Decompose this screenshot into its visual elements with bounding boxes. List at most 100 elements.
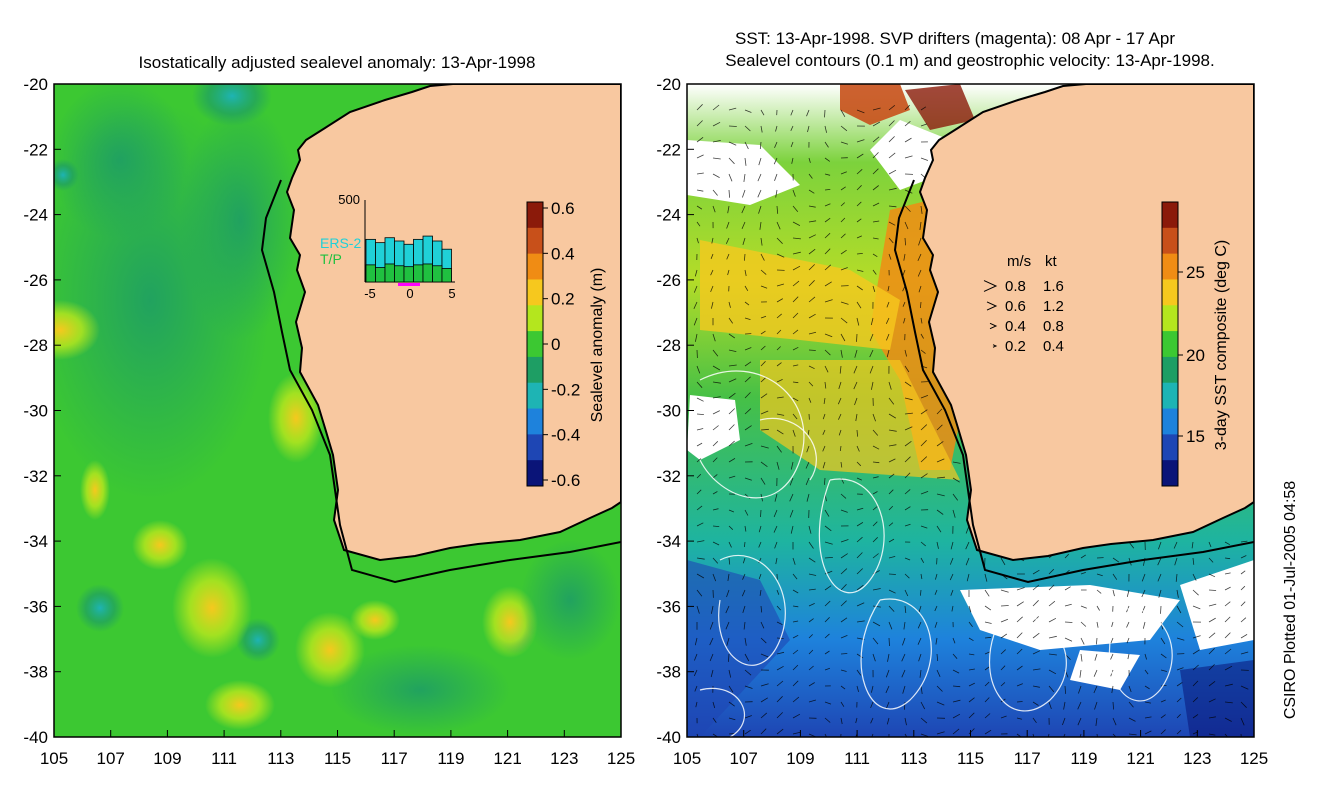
y-tick-label: -32 (23, 467, 48, 486)
inset-drifter-marker (398, 283, 420, 286)
x-tick-label: 119 (1070, 749, 1097, 768)
x-tick-label: 113 (900, 749, 927, 768)
anomaly-blob (192, 84, 272, 126)
velocity-legend-arrow (989, 322, 998, 330)
left-colorbar-tick-label: -0.6 (551, 471, 580, 490)
right-colorbar: 25 20 15 (1161, 201, 1205, 487)
inset-x-tick: -5 (364, 286, 376, 301)
right-title-line2: Sealevel contours (0.1 m) and geostrophi… (725, 51, 1214, 70)
left-colorbar: 0.6 0.4 0.2 0 -0.2 -0.4 -0.6 (526, 199, 580, 490)
x-tick-label: 121 (1126, 749, 1154, 768)
right-title-line1: SST: 13-Apr-1998. SVP drifters (magenta)… (735, 29, 1175, 48)
right-colorbar-swatch (1162, 331, 1178, 358)
inset-bar-tp (365, 264, 376, 283)
sst-patch (760, 360, 960, 480)
left-colorbar-tick-label: 0.2 (551, 290, 575, 309)
y-tick-label: -26 (23, 271, 48, 290)
y-tick-label: -30 (23, 402, 48, 421)
left-colorbar-label: Sealevel anomaly (m) (589, 268, 606, 423)
left-colorbar-swatch (527, 305, 543, 332)
x-tick-label: 113 (267, 749, 294, 768)
left-title: Isostatically adjusted sealevel anomaly:… (139, 53, 536, 72)
left-colorbar-swatch (527, 253, 543, 280)
x-tick-label: 115 (324, 749, 351, 768)
inset-bar-tp (441, 268, 452, 283)
anomaly-blob (350, 600, 400, 640)
anomaly-blob (132, 520, 188, 570)
velocity-legend-kt: 0.8 (1043, 318, 1064, 335)
left-colorbar-tick-label: -0.2 (551, 380, 580, 399)
left-colorbar-swatch (527, 460, 543, 487)
anomaly-blob (80, 460, 110, 520)
sealevel-contour (699, 370, 805, 499)
left-colorbar-swatch (527, 279, 543, 306)
right-colorbar-label: 3-day SST composite (deg C) (1213, 240, 1230, 450)
inset-y-top-label: 500 (338, 192, 360, 207)
velocity-legend-header-ms: m/s (1007, 253, 1031, 270)
right-colorbar-swatch (1162, 227, 1178, 255)
x-tick-label: 115 (957, 749, 984, 768)
inset-bar-tp (403, 266, 414, 283)
left-y-axis: -20 -22 -24 -26 -28 -30 -32 -34 -36 -38 -40 (23, 75, 61, 747)
y-tick-label: -40 (23, 728, 48, 747)
right-colorbar-swatch (1162, 460, 1178, 487)
x-tick-label: 111 (844, 749, 870, 768)
sst-patch (840, 84, 910, 125)
y-tick-label: -22 (23, 140, 48, 159)
right-colorbar-swatch (1162, 356, 1178, 384)
left-shelf-contour (260, 179, 621, 584)
velocity-legend-kt: 0.4 (1043, 338, 1064, 355)
inset-legend-tp: T/P (320, 251, 342, 267)
inset-bar-tp (375, 267, 386, 283)
left-inset: 500 ERS-2 T/P -5 0 5 (320, 192, 456, 301)
sst-patch (687, 140, 800, 205)
y-tick-label: -38 (656, 663, 681, 682)
y-tick-label: -26 (656, 271, 681, 290)
velocity-arrow-field (693, 104, 1249, 737)
sealevel-contour (818, 478, 885, 594)
right-x-axis: 105 107 109 111 113 115 117 119 121 123 125 (673, 730, 1268, 768)
inset-bars (365, 235, 452, 283)
inset-legend-ers2: ERS-2 (320, 235, 361, 251)
left-anomaly-blobs (54, 84, 620, 735)
left-colorbar-tick-label: 0.6 (551, 199, 575, 218)
right-colorbar-swatch (1162, 434, 1178, 461)
right-sealevel-contours (699, 370, 1173, 737)
anomaly-blob (76, 584, 124, 632)
velocity-legend: m/s kt 0.8 1.6 0.6 1.2 0.4 0.8 0.2 0.4 (983, 253, 1064, 355)
anomaly-blob (54, 84, 190, 240)
x-tick-label: 123 (550, 749, 578, 768)
velocity-legend-ms: 0.2 (1005, 338, 1026, 355)
x-tick-label: 105 (673, 749, 701, 768)
x-tick-label: 119 (437, 749, 464, 768)
right-colorbar-swatch (1162, 279, 1178, 306)
left-colorbar-swatch (527, 331, 543, 358)
sealevel-contour (718, 554, 786, 666)
right-colorbar-frame (1161, 201, 1179, 487)
x-tick-label: 125 (607, 749, 635, 768)
left-colorbar-swatch (527, 356, 543, 384)
y-tick-label: -34 (656, 532, 681, 551)
right-colorbar-tick-label: 25 (1186, 263, 1205, 282)
left-colorbar-swatch (527, 202, 543, 229)
y-tick-label: -30 (656, 402, 681, 421)
inset-bar-tp (394, 265, 405, 283)
sst-patch (1070, 650, 1140, 690)
inset-x-tick: 5 (448, 286, 455, 301)
x-tick-label: 109 (153, 749, 181, 768)
x-tick-label: 123 (1183, 749, 1211, 768)
sst-patch (905, 84, 975, 130)
velocity-legend-arrow (986, 301, 998, 311)
anomaly-blob (172, 558, 252, 658)
y-tick-label: -36 (656, 597, 681, 616)
sst-patch (1180, 660, 1254, 737)
velocity-legend-header-kt: kt (1045, 253, 1058, 270)
x-tick-label: 117 (381, 749, 408, 768)
y-tick-label: -28 (23, 336, 48, 355)
anomaly-blob (520, 540, 620, 660)
anomaly-blob (330, 645, 510, 735)
anomaly-blob (268, 373, 324, 463)
velocity-legend-kt: 1.6 (1043, 278, 1064, 295)
left-colorbar-swatch (527, 382, 543, 410)
left-colorbar-swatch (527, 434, 543, 461)
